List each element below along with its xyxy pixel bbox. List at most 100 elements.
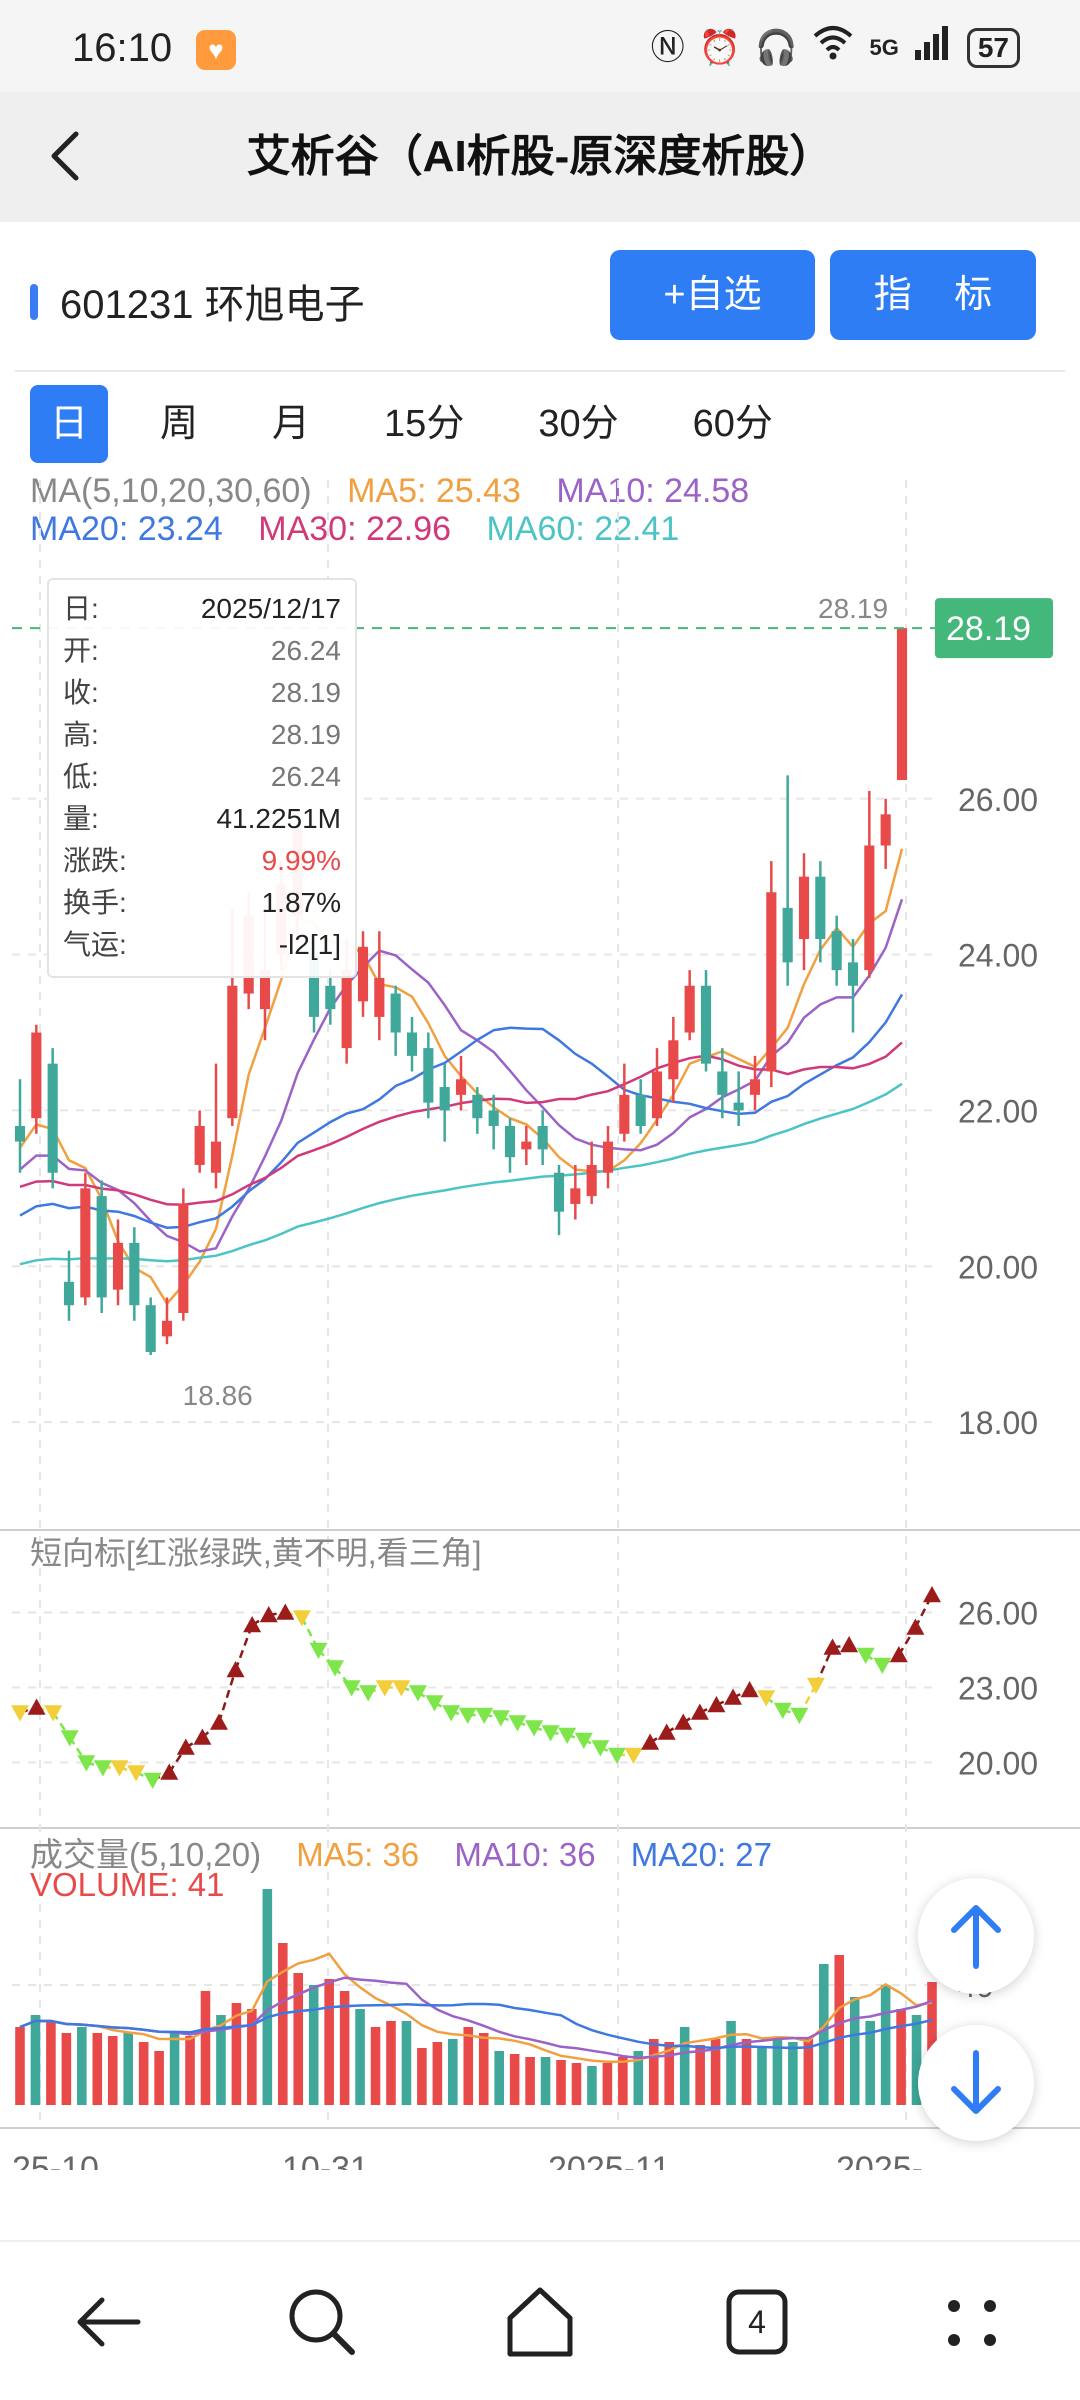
candle xyxy=(586,1141,597,1204)
candle xyxy=(112,1219,124,1306)
volume-bar xyxy=(77,2027,87,2105)
nav-back-button[interactable] xyxy=(58,2272,158,2372)
volume-bar xyxy=(154,2051,164,2105)
candle-body xyxy=(439,1087,450,1111)
info-row-date: 日: 2025/12/17 xyxy=(63,593,341,624)
volume-bar xyxy=(664,2042,675,2105)
last-price-label: 28.19 xyxy=(946,610,1031,648)
headphones-icon: 🎧 xyxy=(755,29,798,67)
ma60-legend: MA60: 22.41 xyxy=(486,510,680,548)
indicator-down-triangle xyxy=(77,1755,96,1772)
candle xyxy=(717,1048,728,1119)
tab-week[interactable]: 周 xyxy=(160,403,199,445)
candle-body xyxy=(423,1048,434,1103)
volume-bar xyxy=(262,1889,273,2105)
nav-menu-button[interactable] xyxy=(922,2272,1022,2372)
candle-body xyxy=(472,1094,483,1119)
indicator-up-triangle xyxy=(724,1688,743,1705)
candle-body xyxy=(619,1094,630,1134)
candle xyxy=(161,1297,173,1345)
scroll-up-button[interactable] xyxy=(918,1878,1034,1994)
home-icon xyxy=(507,2287,573,2357)
volume-bar xyxy=(138,2042,149,2105)
tab-month[interactable]: 月 xyxy=(272,403,311,445)
indicator-up-triangle xyxy=(823,1638,842,1655)
indicator-down-triangle xyxy=(458,1707,477,1724)
candle xyxy=(455,1055,467,1111)
ma-legend-row-1: MA(5,10,20,30,60) MA5: 25.43 MA10: 24.58 xyxy=(30,472,775,511)
info-row-high: 高: 28.19 xyxy=(63,719,341,750)
info-row-change: 涨跌: 9.99% xyxy=(63,845,341,876)
nav-home-button[interactable] xyxy=(490,2272,590,2372)
chevron-left-icon xyxy=(51,131,79,181)
info-row-turnover: 换手: 1.87% xyxy=(63,887,341,918)
volume-ma20-line xyxy=(19,2002,933,2050)
candle-body xyxy=(717,1071,728,1095)
candle xyxy=(406,1016,418,1072)
indicator-down-triangle xyxy=(359,1685,378,1702)
indicator-segment xyxy=(217,1669,237,1723)
stock-marker xyxy=(30,284,38,320)
status-time: 16:10 xyxy=(72,26,173,70)
volume-bar xyxy=(355,2009,365,2105)
candle xyxy=(14,1079,26,1173)
indicator-axis-tick-label: 26.00 xyxy=(958,1596,1038,1632)
candle xyxy=(733,1071,744,1126)
indicator-axis-tick-label: 23.00 xyxy=(958,1671,1038,1707)
app-notification-icon: ♥ xyxy=(196,30,236,70)
indicator-neutral-triangle xyxy=(624,1747,643,1764)
tab-30min[interactable]: 30分 xyxy=(538,403,619,445)
volume-bar xyxy=(216,2015,226,2105)
y-axis-tick-label: 24.00 xyxy=(958,938,1038,974)
indicator-neutral-triangle xyxy=(757,1690,776,1707)
indicator-down-triangle xyxy=(491,1710,510,1727)
tab-60min[interactable]: 60分 xyxy=(692,403,773,445)
candle-body xyxy=(504,1126,516,1158)
volume-ma20-legend: MA20: 27 xyxy=(630,1836,773,1873)
stock-chart[interactable]: 26.00 24.00 22.00 20.00 18.00 28.19 28.19 18.86… xyxy=(0,470,1080,2170)
indicator-down-triangle xyxy=(525,1720,544,1737)
indicator-neutral-triangle xyxy=(392,1680,411,1697)
candle-body xyxy=(341,970,352,1049)
indicator-neutral-triangle xyxy=(44,1705,63,1722)
nav-search-button[interactable] xyxy=(272,2272,372,2372)
candle xyxy=(178,1188,189,1321)
indicator-neutral-triangle xyxy=(127,1765,146,1782)
candle xyxy=(815,861,826,963)
candle xyxy=(553,1164,565,1236)
candle xyxy=(864,790,875,978)
candle-body xyxy=(521,1141,532,1150)
candle-body xyxy=(586,1164,597,1197)
candle-body xyxy=(308,954,320,1017)
tab-15min[interactable]: 15分 xyxy=(384,403,465,445)
candle xyxy=(798,853,810,971)
candle xyxy=(619,1063,630,1142)
title-bar: 艾析谷（AI析股-原深度析股） xyxy=(0,92,1080,222)
indicator-segment xyxy=(168,1746,187,1774)
volume-bar xyxy=(200,1991,211,2105)
volume-bar xyxy=(432,2042,443,2105)
volume-bar xyxy=(525,2057,535,2105)
candle-body xyxy=(112,1242,124,1290)
tab-day[interactable]: 日 xyxy=(30,385,109,463)
volume-bar xyxy=(61,2033,72,2105)
last-price-tag xyxy=(935,598,1053,659)
wifi-icon xyxy=(811,22,855,75)
scroll-down-button[interactable] xyxy=(918,2025,1034,2141)
indicator-down-triangle xyxy=(591,1740,610,1757)
ma30-legend: MA30: 22.96 xyxy=(258,510,452,548)
indicator-button[interactable]: 指 标 xyxy=(830,250,1036,340)
indicator-up-triangle xyxy=(674,1713,693,1730)
tabs-count: 4 xyxy=(748,2304,766,2340)
system-nav-bar: 4 xyxy=(0,2240,1080,2400)
volume-bar xyxy=(911,2015,922,2105)
nav-tabs-button[interactable]: 4 xyxy=(707,2272,807,2372)
volume-bar xyxy=(386,2021,396,2105)
candle xyxy=(145,1297,156,1356)
indicator-down-triangle xyxy=(408,1685,427,1702)
volume-bar xyxy=(648,2039,659,2105)
back-button[interactable] xyxy=(30,116,110,196)
indicator-neutral-triangle xyxy=(110,1760,129,1777)
candle xyxy=(439,1063,450,1142)
add-watchlist-button[interactable]: +自选 xyxy=(610,250,815,340)
